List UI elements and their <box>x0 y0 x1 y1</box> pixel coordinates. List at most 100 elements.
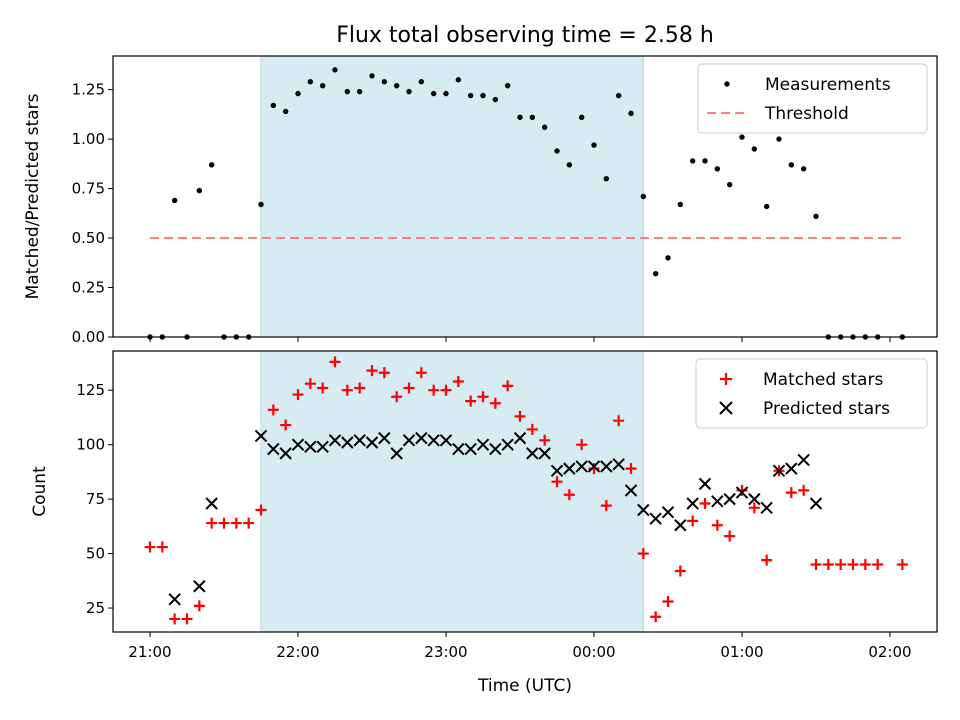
predicted-star-point <box>600 460 613 473</box>
predicted-star-point <box>254 429 268 443</box>
bottom-xtick-label: 23:00 <box>424 643 467 661</box>
matched-star-point <box>896 558 908 570</box>
measurement-point <box>628 110 634 117</box>
bottom-xtick-label: 21:00 <box>128 643 171 661</box>
x-axis-label: Time (UTC) <box>477 676 572 696</box>
top-ytick-label: 0.00 <box>72 328 105 346</box>
matched-star-point <box>563 489 575 501</box>
measurement-point <box>319 82 326 89</box>
measurement-point <box>467 92 474 99</box>
measurement-point <box>258 201 264 208</box>
predicted-star-point <box>415 431 428 445</box>
measurement-point <box>665 255 671 261</box>
predicted-star-point <box>575 460 588 473</box>
matched-star-point <box>317 382 329 394</box>
predicted-star-point <box>316 440 329 454</box>
bottom-ytick-label: 25 <box>86 599 105 617</box>
measurement-point <box>504 82 511 89</box>
measurement-point <box>393 82 400 89</box>
matched-star-point <box>761 554 773 566</box>
bottom-ytick-label: 50 <box>86 545 105 563</box>
measurement-point <box>689 158 696 164</box>
matched-star-point <box>662 596 674 608</box>
matched-star-point <box>810 558 822 570</box>
predicted-star-point <box>637 503 650 517</box>
matched-star-point <box>785 487 797 499</box>
measurement-point <box>455 77 462 83</box>
matched-star-point <box>267 404 279 416</box>
legend-matched-marker <box>720 373 732 385</box>
predicted-star-point <box>328 434 342 447</box>
matched-star-point <box>243 517 255 529</box>
predicted-star-point <box>624 484 638 497</box>
legend-measurements-marker <box>724 81 730 87</box>
predicted-star-point <box>563 462 576 475</box>
measurement-point <box>356 88 363 95</box>
predicted-star-point <box>279 447 292 460</box>
measurement-point <box>529 114 536 121</box>
predicted-star-point <box>785 462 798 475</box>
matched-star-point <box>514 410 526 422</box>
predicted-star-point <box>427 434 440 447</box>
measurement-point <box>369 73 375 79</box>
measurement-point <box>443 90 449 97</box>
top-plot-frame <box>112 55 938 338</box>
count-points <box>144 356 908 625</box>
measurement-point <box>615 92 622 99</box>
measurement-point <box>554 148 560 154</box>
top-legend: Measurements Threshold <box>697 63 928 134</box>
matched-star-point <box>724 530 736 542</box>
bottom-ytick-label: 75 <box>86 490 105 508</box>
matched-star-point <box>502 380 514 392</box>
predicted-star-point <box>612 458 625 471</box>
matched-star-point <box>181 613 193 625</box>
measurement-point <box>332 67 338 73</box>
matched-star-point <box>798 484 810 496</box>
measurement-point <box>566 162 573 168</box>
measurement-point <box>751 146 758 152</box>
measurement-point <box>492 96 499 103</box>
legend-matched-label: Matched stars <box>763 370 883 390</box>
measurement-point <box>591 142 597 148</box>
matched-star-point <box>859 558 871 570</box>
matched-star-point <box>600 500 612 512</box>
predicted-star-point <box>341 436 354 449</box>
matched-star-point <box>847 558 859 570</box>
matched-star-point <box>169 613 181 625</box>
measurement-point <box>677 201 684 208</box>
matched-star-point <box>193 600 205 612</box>
predicted-star-point <box>661 505 675 519</box>
matched-star-point <box>748 502 760 514</box>
matched-star-point <box>489 397 501 409</box>
measurement-point <box>344 88 351 95</box>
matched-star-point <box>206 517 218 529</box>
matched-star-point <box>526 423 538 435</box>
measurement-points <box>147 67 906 340</box>
predicted-star-point <box>365 436 379 449</box>
matched-star-point <box>835 558 847 570</box>
predicted-star-point <box>304 440 317 454</box>
measurement-point <box>517 114 523 121</box>
measurement-point <box>171 197 178 204</box>
matched-star-point <box>354 382 366 394</box>
matched-star-point <box>144 541 156 553</box>
predicted-star-point <box>513 431 527 445</box>
measurement-point <box>578 114 585 121</box>
bottom-ytick-label: 100 <box>76 436 105 454</box>
predicted-star-point <box>686 497 699 510</box>
legend-measurements-label: Measurements <box>765 75 891 95</box>
bottom-xtick-label: 02:00 <box>868 643 911 661</box>
top-ytick-label: 0.50 <box>72 229 105 247</box>
predicted-star-point <box>452 442 465 456</box>
matched-star-point <box>329 356 341 368</box>
matched-star-point <box>218 517 230 529</box>
predicted-star-point <box>501 438 514 451</box>
matched-star-point <box>539 434 551 446</box>
predicted-star-point <box>748 492 761 506</box>
matched-star-point <box>588 463 600 475</box>
bottom-xtick-label: 01:00 <box>720 643 763 661</box>
predicted-star-point <box>402 434 416 447</box>
predicted-star-point <box>439 434 453 447</box>
matched-star-point <box>230 517 242 529</box>
